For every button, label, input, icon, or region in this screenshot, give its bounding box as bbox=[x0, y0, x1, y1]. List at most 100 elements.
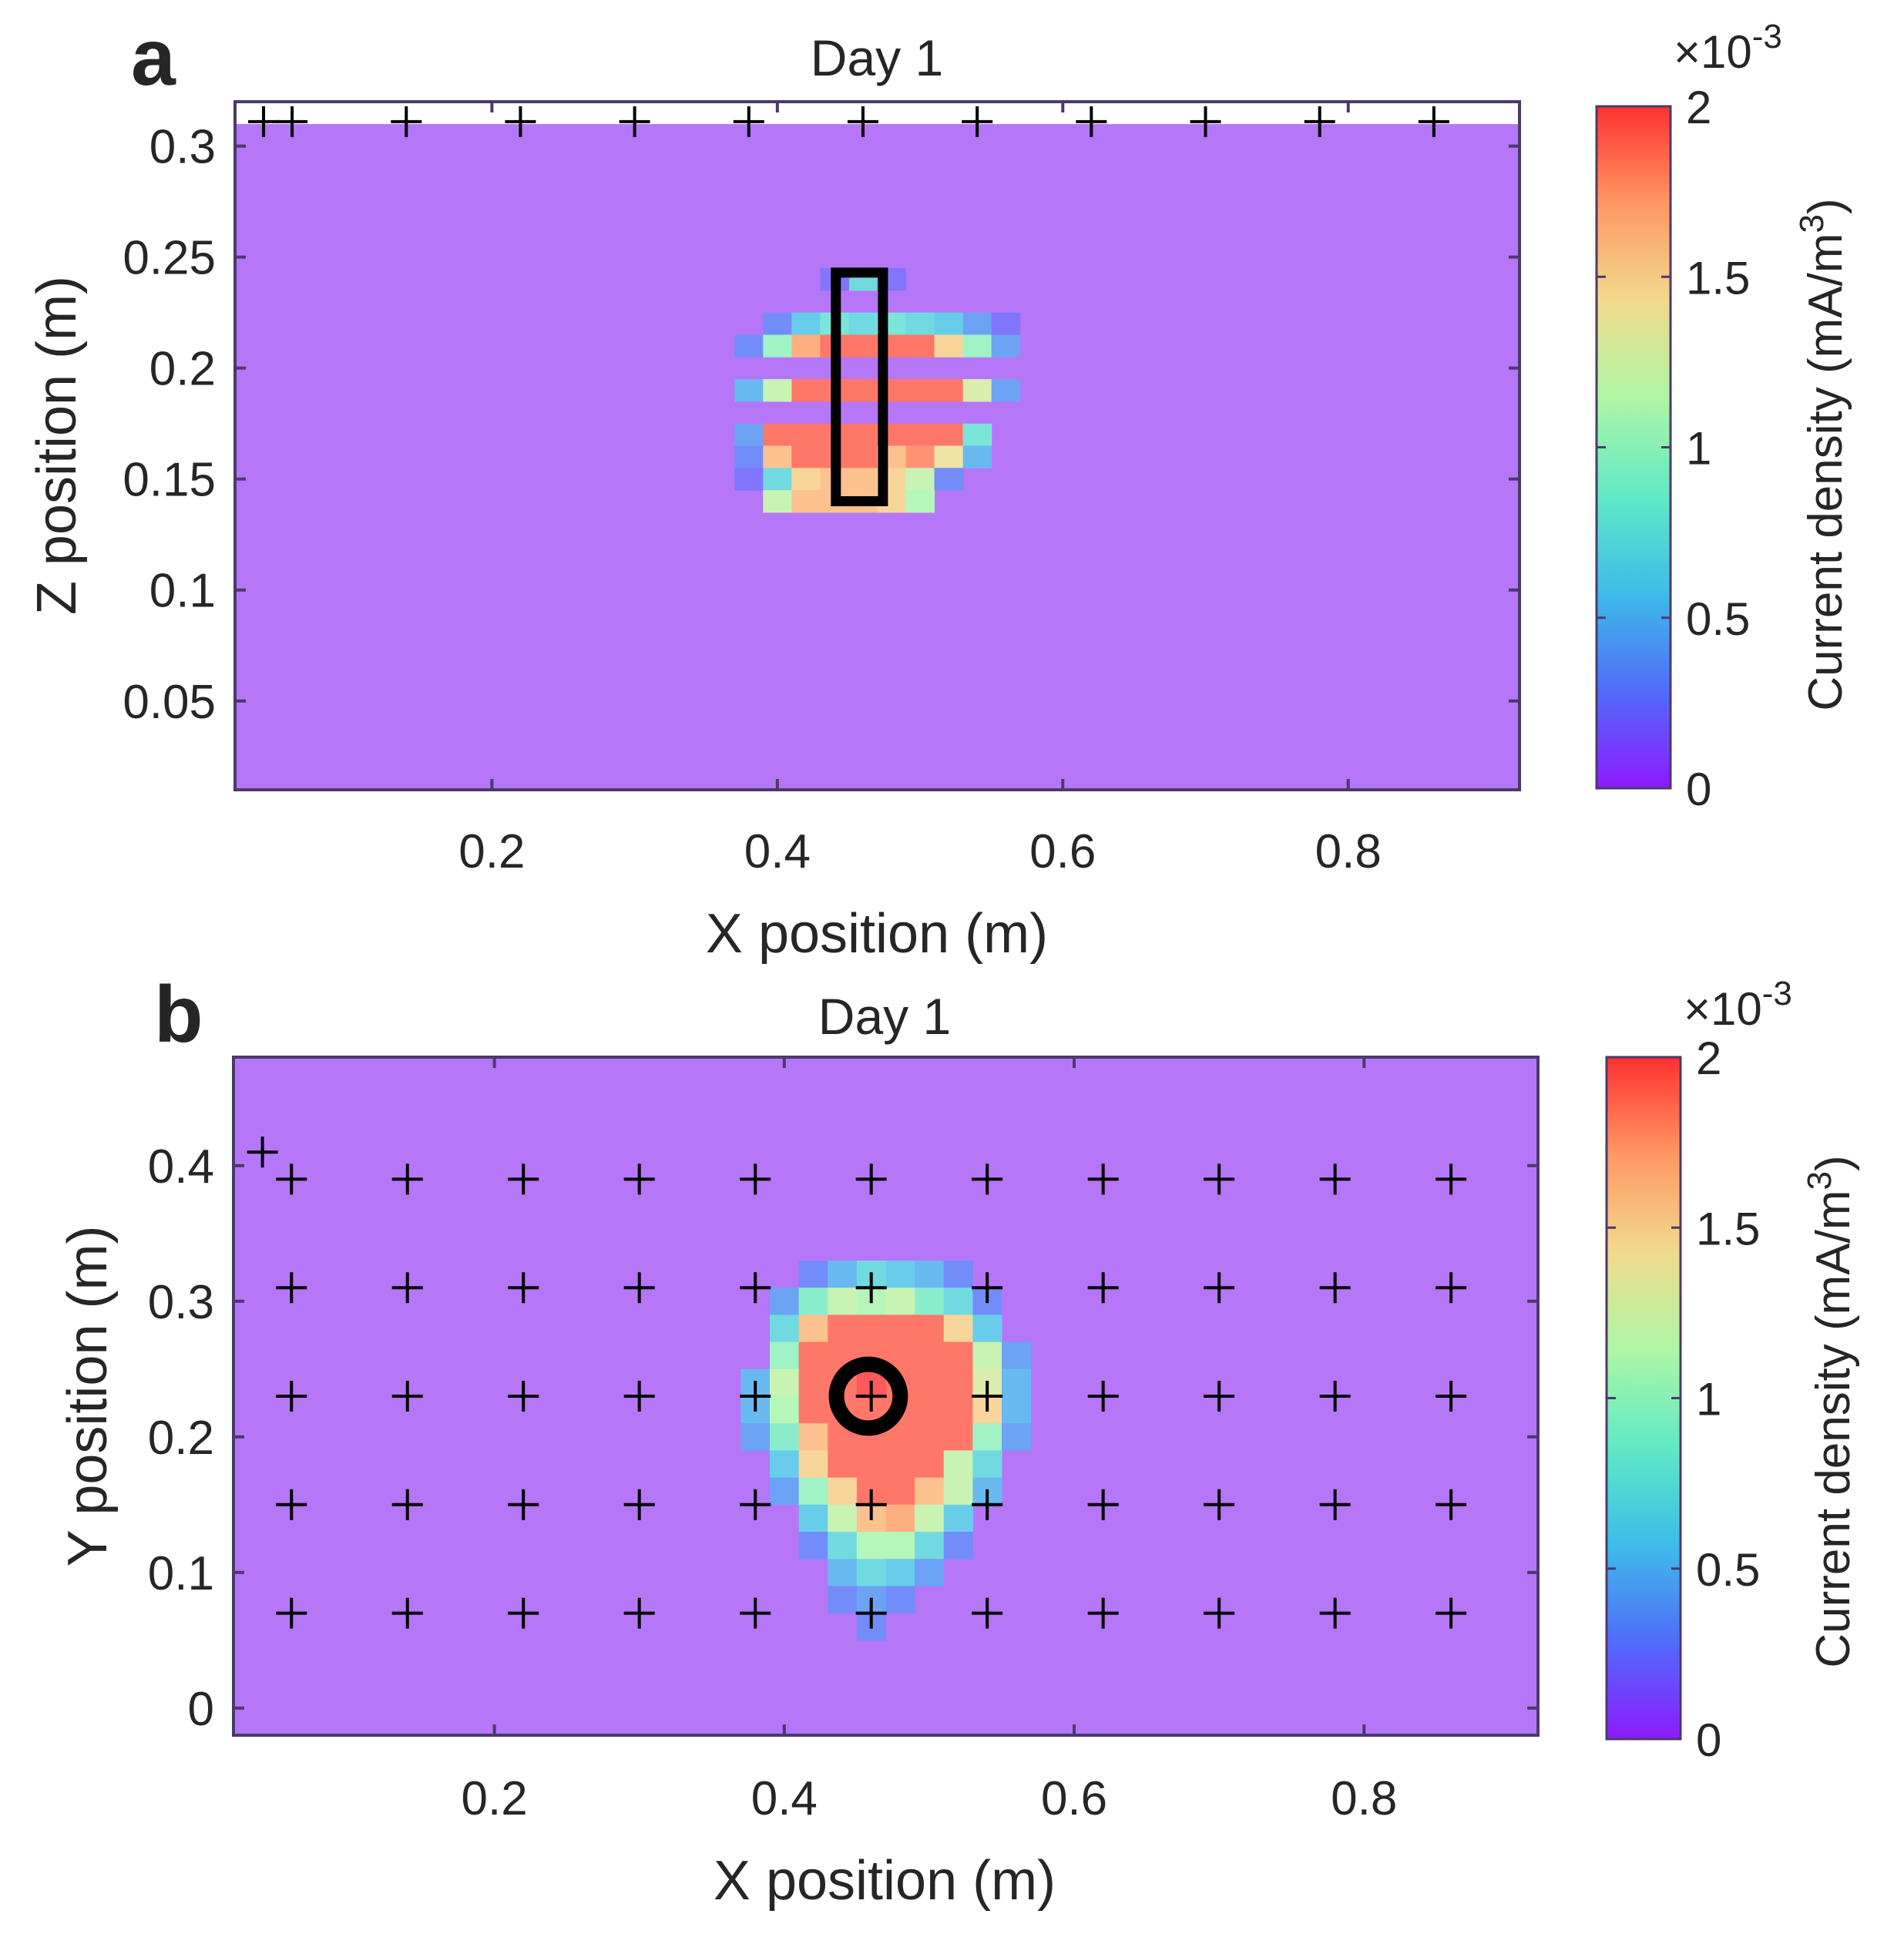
heatmap-cell bbox=[770, 1396, 800, 1424]
electrode-marker bbox=[1304, 106, 1335, 137]
heatmap-cell bbox=[848, 423, 878, 446]
heatmap-cell bbox=[915, 1396, 945, 1424]
heatmap-cell bbox=[915, 1288, 945, 1315]
heatmap-cell bbox=[856, 1532, 886, 1560]
heatmap-cell bbox=[740, 1423, 771, 1451]
heatmap-cell bbox=[905, 445, 935, 468]
panel-b-ytick-label: 0.2 bbox=[148, 1412, 214, 1465]
heatmap-cell bbox=[848, 312, 878, 335]
heatmap-cell bbox=[798, 1396, 828, 1424]
heatmap-cell bbox=[905, 423, 935, 446]
panel-b-colorbar-tick-label: 2 bbox=[1696, 1032, 1721, 1084]
electrode-marker bbox=[740, 1489, 771, 1520]
heatmap-cell bbox=[791, 445, 821, 468]
heatmap-cell bbox=[1001, 1396, 1032, 1424]
electrode-marker bbox=[855, 1163, 887, 1195]
panel-b-ytick-label: 0.1 bbox=[148, 1547, 214, 1600]
electrode-marker bbox=[1204, 1163, 1235, 1195]
panel-b-plot-area bbox=[232, 1056, 1540, 1737]
heatmap-cell bbox=[905, 334, 935, 358]
panel-a-colorbar-label-suffix: ) bbox=[1799, 198, 1852, 214]
heatmap-cell bbox=[943, 1504, 973, 1533]
panel-b-colorbar-tick-label: 1 bbox=[1696, 1374, 1721, 1425]
electrode-marker bbox=[623, 1489, 655, 1520]
heatmap-cell bbox=[943, 1396, 973, 1424]
heatmap-cell bbox=[943, 1261, 973, 1288]
panel-a-source-rectangle bbox=[831, 267, 888, 507]
panel-b-colorbar: 0 0.5 1 1.5 2 ×10-3 Current density (mA/… bbox=[1605, 975, 1860, 1766]
electrode-marker bbox=[740, 1163, 771, 1195]
heatmap-cell bbox=[915, 1341, 945, 1370]
heatmap-cell bbox=[915, 1504, 945, 1533]
panel-a-colorbar-gradient bbox=[1595, 105, 1672, 790]
heatmap-cell bbox=[962, 445, 992, 468]
heatmap-cell bbox=[885, 1477, 915, 1506]
panel-b-electrode-markers bbox=[247, 1137, 1467, 1629]
electrode-marker bbox=[1319, 1163, 1351, 1195]
heatmap-cell bbox=[962, 334, 992, 358]
heatmap-cell bbox=[798, 1341, 828, 1370]
heatmap-cell bbox=[828, 1504, 858, 1533]
panel-a-axes-box bbox=[233, 100, 1521, 791]
electrode-marker bbox=[1190, 106, 1221, 137]
panel-b-colorbar-label-suffix: ) bbox=[1807, 1155, 1860, 1171]
heatmap-cell bbox=[905, 312, 935, 335]
electrode-marker bbox=[277, 106, 308, 137]
electrode-marker bbox=[508, 1163, 539, 1195]
heatmap-cell bbox=[934, 334, 964, 358]
heatmap-cell bbox=[828, 1450, 858, 1479]
panel-a-multiplier-exponent: -3 bbox=[1752, 18, 1782, 55]
heatmap-cell bbox=[770, 1341, 800, 1370]
panel-b-colorbar-label-sup: 3 bbox=[1801, 1171, 1839, 1190]
heatmap-cell bbox=[828, 1288, 858, 1315]
heatmap-cell bbox=[798, 1450, 828, 1479]
electrode-marker bbox=[623, 1272, 655, 1304]
heatmap-cell bbox=[798, 1261, 828, 1288]
heatmap-cell bbox=[915, 1559, 945, 1586]
heatmap-cell bbox=[934, 423, 964, 446]
panel-a-label: a bbox=[131, 13, 176, 102]
electrode-marker bbox=[248, 106, 280, 137]
heatmap-cell bbox=[848, 445, 878, 468]
electrode-marker bbox=[276, 1163, 307, 1195]
panel-a-colorbar-multiplier: ×10-3 bbox=[1674, 18, 1782, 78]
panel-b-colorbar-label-text: Current density (mA/m bbox=[1807, 1190, 1860, 1667]
heatmap-cell bbox=[791, 312, 821, 335]
heatmap-cell bbox=[934, 312, 964, 335]
panel-b-colorbar-ticks bbox=[1607, 1056, 1681, 1741]
panel-a-tick-marks bbox=[235, 102, 1520, 790]
heatmap-cell bbox=[763, 312, 792, 335]
heatmap-cell bbox=[885, 1450, 915, 1479]
electrode-marker bbox=[1319, 1597, 1351, 1629]
heatmap-cell bbox=[915, 1315, 945, 1343]
heatmap-cell bbox=[885, 1261, 915, 1288]
panel-a-xtick-label: 0.8 bbox=[1315, 825, 1382, 878]
heatmap-cell bbox=[828, 1477, 858, 1506]
electrode-marker bbox=[972, 1597, 1003, 1629]
panel-b-colorbar-gradient bbox=[1605, 1056, 1682, 1741]
heatmap-cell bbox=[734, 445, 764, 468]
panel-b-colorbar-tick-label: 1.5 bbox=[1696, 1203, 1760, 1254]
heatmap-cell bbox=[885, 1504, 915, 1533]
panel-b-x-ticklabels: 0.2 0.4 0.6 0.8 bbox=[461, 1772, 1397, 1825]
panel-a-ytick-label: 0.05 bbox=[123, 676, 216, 729]
heatmap-cell bbox=[763, 445, 792, 468]
panel-a-colorbar-tick-label: 0.5 bbox=[1686, 593, 1750, 645]
heatmap-cell bbox=[763, 468, 792, 491]
panel-a-y-ticklabels: 0.05 0.1 0.15 0.2 0.25 0.3 bbox=[123, 121, 216, 729]
electrode-marker bbox=[276, 1597, 307, 1629]
heatmap-cell bbox=[972, 1450, 1002, 1479]
panel-a-colorbar-tick-label: 1 bbox=[1686, 423, 1711, 475]
heatmap-cell bbox=[1001, 1341, 1032, 1370]
panel-b-xtick-label: 0.4 bbox=[751, 1772, 818, 1825]
heatmap-cell bbox=[905, 490, 935, 513]
electrode-marker bbox=[1204, 1489, 1235, 1520]
panel-a-xtick-label: 0.4 bbox=[744, 825, 811, 878]
electrode-marker bbox=[733, 106, 764, 137]
heatmap-cell bbox=[763, 423, 792, 446]
panel-b-ytick-label: 0.4 bbox=[148, 1140, 214, 1194]
electrode-marker bbox=[740, 1381, 771, 1412]
panel-b-colorbar-tick-label: 0.5 bbox=[1696, 1544, 1760, 1596]
heatmap-cell bbox=[991, 334, 1021, 358]
heatmap-cell bbox=[734, 423, 764, 446]
